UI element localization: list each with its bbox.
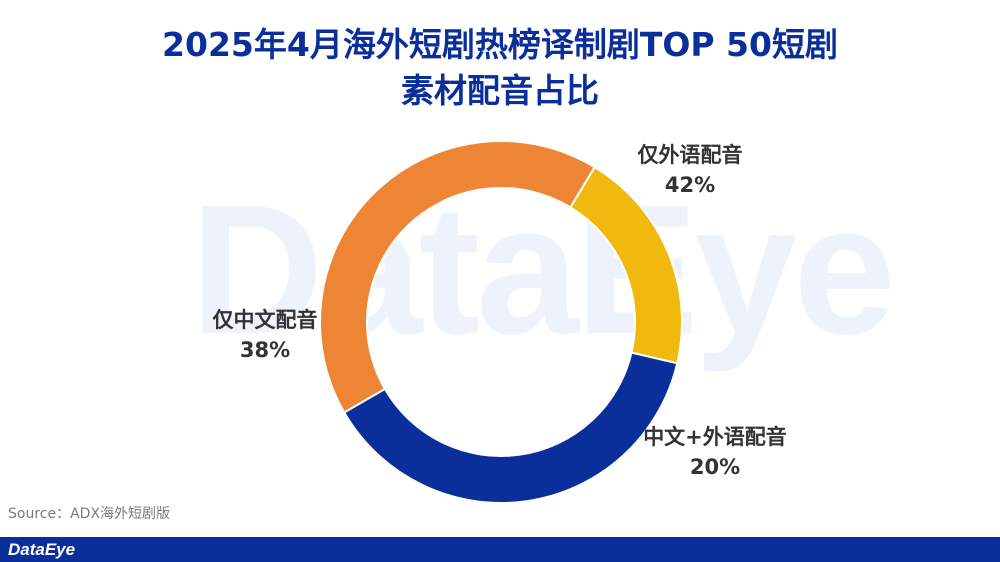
watermark-logo: DataEye <box>190 167 896 373</box>
slice-value-chinese-only: 38% <box>239 338 291 362</box>
donut-slice-chinese-only <box>342 351 679 504</box>
source-note: Source：ADX海外短剧版 <box>8 506 171 522</box>
slice-label-chinese-plus-foreign: 中文+外语配音 20% <box>615 422 815 482</box>
slice-name-foreign-only: 仅外语配音 <box>637 143 743 167</box>
slice-label-chinese-only: 仅中文配音 38% <box>185 305 345 365</box>
slice-value-chinese-plus-foreign: 20% <box>689 455 741 479</box>
slice-name-chinese-only: 仅中文配音 <box>212 308 318 332</box>
slice-label-foreign-only: 仅外语配音 42% <box>610 140 770 200</box>
slice-value-foreign-only: 42% <box>664 173 716 197</box>
footer-bar: DataEye <box>0 537 1000 562</box>
chart-title-line-1: 2025年4月海外短剧热榜译制剧TOP 50短剧 <box>162 25 838 64</box>
donut-slice-foreign-only <box>319 140 597 414</box>
slice-name-chinese-plus-foreign: 中文+外语配音 <box>643 425 787 449</box>
footer-brand-logo: DataEye <box>8 540 76 559</box>
chart-title-line-2: 素材配音占比 <box>401 71 599 110</box>
chart-title: 2025年4月海外短剧热榜译制剧TOP 50短剧 素材配音占比 <box>0 22 1000 114</box>
